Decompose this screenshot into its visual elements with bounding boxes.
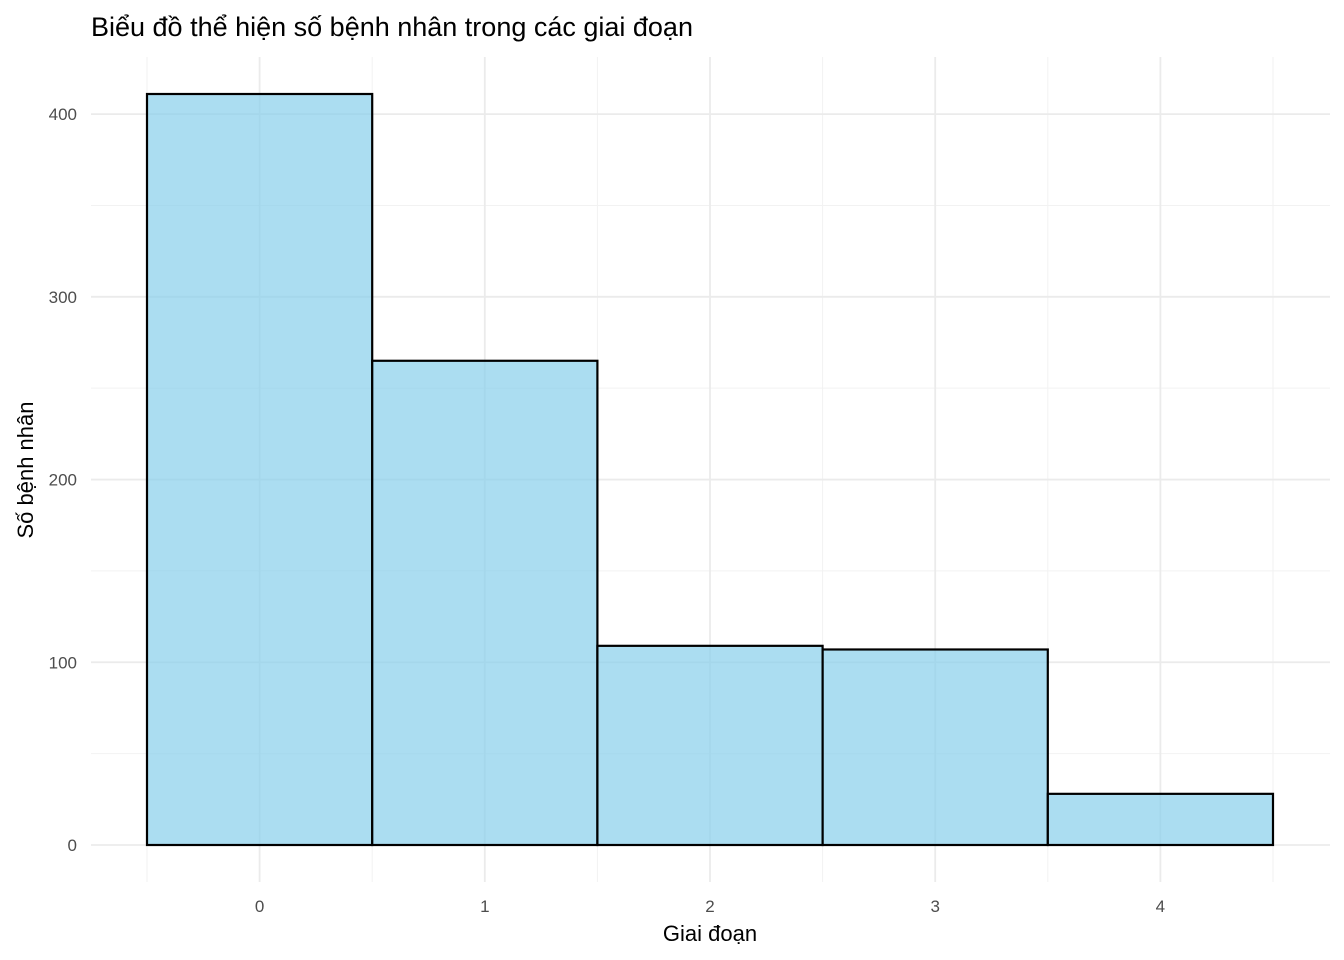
y-tick-label: 400 <box>49 105 77 124</box>
x-tick-label: 0 <box>255 897 264 916</box>
x-tick-label: 1 <box>480 897 489 916</box>
bar-stage-1 <box>371 359 599 847</box>
y-tick-label: 0 <box>68 836 77 855</box>
x-tick-label: 3 <box>930 897 939 916</box>
y-axis-title: Số bệnh nhân <box>13 401 38 538</box>
y-tick-label: 100 <box>49 653 77 672</box>
x-axis-title: Giai đoạn <box>663 921 757 946</box>
chart-title: Biểu đồ thể hiện số bệnh nhân trong các … <box>91 12 693 42</box>
y-tick-label: 300 <box>49 288 77 307</box>
x-tick-label: 4 <box>1156 897 1165 916</box>
x-tick-label: 2 <box>705 897 714 916</box>
bar-stage-4 <box>1046 792 1275 847</box>
bar-stage-3 <box>821 648 1049 847</box>
bar-stage-0 <box>145 92 374 847</box>
bars <box>145 92 1275 847</box>
bar-stage-2 <box>596 644 824 847</box>
y-tick-label: 200 <box>49 471 77 490</box>
tick-labels: 0 100 200 300 400 0 1 2 3 4 <box>49 105 1166 916</box>
